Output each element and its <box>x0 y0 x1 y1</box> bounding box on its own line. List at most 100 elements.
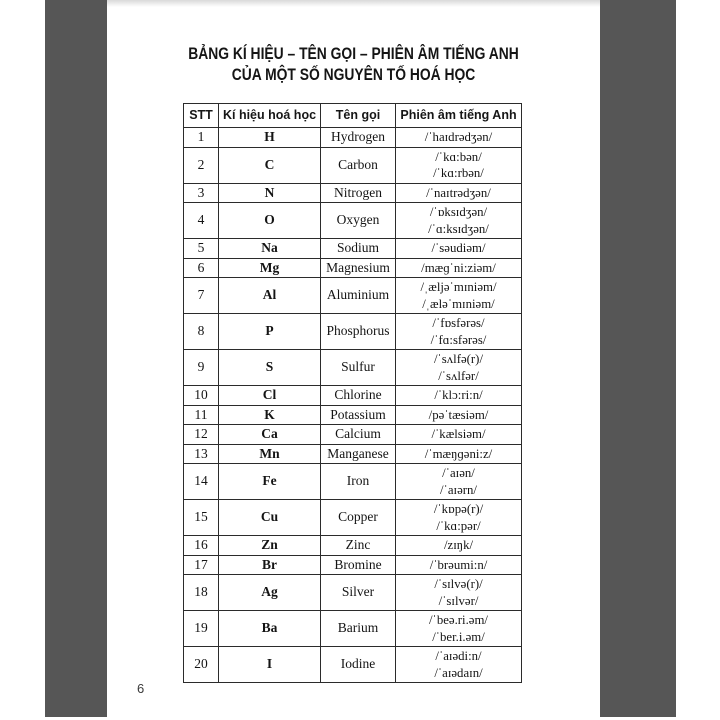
cell-name: Sodium <box>320 238 396 259</box>
cell-symbol: Al <box>218 277 321 314</box>
table-row: 20 I Iodine/ˈaɪədi:n/ /ˈaɪədaɪn/ <box>183 646 522 683</box>
ipa-variant: /ˈsɪlvə(r)/ <box>434 577 483 591</box>
table-row: 17 Br Bromine/ˈbrəumi:n/ <box>183 554 522 575</box>
ipa-variant: /ˈsʌlfər/ <box>438 368 479 383</box>
cell-ipa: /ˈkælsiəm/ <box>395 424 522 445</box>
cell-symbol: S <box>218 349 321 386</box>
cell-stt: 5 <box>183 238 219 259</box>
cell-ipa: /ˈɒksɪdʒən/ /ˈɑ:ksɪdʒən/ <box>395 202 522 239</box>
table-row: 1 H Hydrogen/ˈhaɪdrədʒən/ <box>183 127 522 148</box>
cell-ipa: /ˈfɒsfərəs/ /ˈfɑ:sfərəs/ <box>395 313 522 350</box>
cell-symbol: N <box>218 182 321 203</box>
table-row: 2 C Carbon/ˈkɑ:bən/ /ˈkɑ:rbən/ <box>183 146 522 184</box>
ipa-variant: /ˈɒksɪdʒən/ <box>429 205 488 219</box>
cell-name: Bromine <box>320 554 396 575</box>
ipa-variant: /ˌæləˈmɪniəm/ <box>422 296 495 311</box>
ipa-variant: /ˈkɑ:bən/ <box>435 149 482 164</box>
cell-stt: 14 <box>183 463 219 500</box>
cell-name: Hydrogen <box>320 127 396 148</box>
ipa-variant: /ˈsʌlfə(r)/ <box>433 352 484 366</box>
cell-stt: 13 <box>183 443 219 464</box>
ipa-variant: /ˈhaɪdrədʒən/ <box>424 130 493 144</box>
cell-name: Iron <box>320 463 396 500</box>
cell-symbol: I <box>218 646 321 683</box>
cell-name: Iodine <box>320 646 396 683</box>
elements-table-body: 1 H Hydrogen/ˈhaɪdrədʒən/2 C Carbon/ˈkɑ:bən/… <box>183 127 522 683</box>
ipa-variant: /ˈfɒsfərəs/ <box>432 316 485 330</box>
cell-stt: 18 <box>183 574 219 611</box>
cell-ipa: /ˈaɪən/ /ˈaɪərn/ <box>395 463 522 500</box>
cell-symbol: Ag <box>218 574 321 611</box>
cell-symbol: P <box>218 313 321 350</box>
cell-name: Oxygen <box>320 202 396 239</box>
table-row: 11 K Potassium/pəˈtæsiəm/ <box>183 404 522 425</box>
table-row: 6 Mg Magnesium/mæɡˈni:ziəm/ <box>183 257 522 278</box>
cell-symbol: Mn <box>218 443 321 464</box>
cell-stt: 4 <box>183 202 219 239</box>
cell-stt: 12 <box>183 424 219 445</box>
cell-ipa: /ˈsɪlvə(r)/ /ˈsɪlvər/ <box>395 574 522 611</box>
cell-name: Nitrogen <box>320 182 396 203</box>
table-row: 16 Zn Zinc/zɪŋk/ <box>183 535 522 556</box>
backdrop-right <box>600 0 676 717</box>
cell-ipa: /mæɡˈni:ziəm/ <box>395 257 522 278</box>
cell-ipa: /ˈmæŋɡəni:z/ <box>395 443 522 464</box>
ipa-variant: /ˈmæŋɡəni:z/ <box>424 446 493 461</box>
table-row: 8 P Phosphorus/ˈfɒsfərəs/ /ˈfɑ:sfərəs/ <box>183 313 522 350</box>
col-header-symbol: Kí hiệu hoá học <box>218 103 321 128</box>
ipa-variant: /zɪŋk/ <box>443 538 474 552</box>
cell-stt: 3 <box>183 182 219 203</box>
table-row: 4 O Oxygen/ˈɒksɪdʒən/ /ˈɑ:ksɪdʒən/ <box>183 202 522 239</box>
cell-name: Chlorine <box>320 385 396 406</box>
cell-ipa: /ˈsʌlfə(r)/ /ˈsʌlfər/ <box>395 349 522 386</box>
cell-name: Carbon <box>320 146 396 184</box>
cell-ipa: /pəˈtæsiəm/ <box>395 404 522 425</box>
cell-name: Phosphorus <box>320 313 396 350</box>
cell-symbol: Zn <box>218 535 321 556</box>
elements-table: STT Kí hiệu hoá học Tên gọi Phiên âm tiế… <box>183 103 522 683</box>
page-title: BẢNG KÍ HIỆU – TÊN GỌI – PHIÊN ÂM TIẾNG … <box>146 44 560 86</box>
cell-ipa: /ˌæljəˈmɪniəm/ /ˌæləˈmɪniəm/ <box>395 277 522 314</box>
cell-symbol: Cl <box>218 385 321 406</box>
table-row: 19 Ba Barium/ˈbeə.ri.əm/ /ˈber.i.əm/ <box>183 610 522 647</box>
ipa-variant: /ˈɑ:ksɪdʒən/ <box>428 221 489 236</box>
cell-name: Barium <box>320 610 396 647</box>
ipa-variant: /ˈaɪədi:n/ <box>435 649 482 663</box>
table-row: 15 Cu Copper/ˈkɒpə(r)/ /ˈkɑ:pər/ <box>183 499 522 536</box>
ipa-variant: /ˈber.i.əm/ <box>432 629 485 644</box>
cell-name: Sulfur <box>320 349 396 386</box>
cell-symbol: H <box>218 127 321 148</box>
page-edge-shadow <box>107 0 600 7</box>
cell-ipa: /ˈsəudiəm/ <box>395 238 522 259</box>
table-row: 13 Mn Manganese/ˈmæŋɡəni:z/ <box>183 443 522 464</box>
table-row: 10 Cl Chlorine/ˈklɔ:ri:n/ <box>183 385 522 406</box>
ipa-variant: /ˈkɒpə(r)/ <box>433 502 484 516</box>
cell-stt: 11 <box>183 404 219 425</box>
cell-name: Aluminium <box>320 277 396 314</box>
ipa-variant: /mæɡˈni:ziəm/ <box>421 260 496 275</box>
cell-stt: 17 <box>183 554 219 575</box>
table-row: 3 N Nitrogen/ˈnaɪtrədʒən/ <box>183 182 522 203</box>
cell-ipa: /ˈaɪədi:n/ /ˈaɪədaɪn/ <box>395 646 522 683</box>
cell-stt: 2 <box>183 146 219 184</box>
cell-symbol: Ba <box>218 610 321 647</box>
ipa-variant: /ˈkælsiəm/ <box>431 427 486 441</box>
ipa-variant: /ˈkɑ:rbən/ <box>433 166 484 180</box>
ipa-variant: /pəˈtæsiəm/ <box>428 407 489 422</box>
cell-ipa: /zɪŋk/ <box>395 535 522 556</box>
table-row: 18 Ag Silver/ˈsɪlvə(r)/ /ˈsɪlvər/ <box>183 574 522 611</box>
cell-name: Zinc <box>320 535 396 556</box>
ipa-variant: /ˈnaɪtrədʒən/ <box>426 185 491 200</box>
ipa-variant: /ˈklɔ:ri:n/ <box>434 388 483 402</box>
cell-ipa: /ˈkɑ:bən/ /ˈkɑ:rbən/ <box>395 146 522 184</box>
cell-name: Manganese <box>320 443 396 464</box>
cell-symbol: Cu <box>218 499 321 536</box>
cell-symbol: C <box>218 146 321 184</box>
cell-stt: 6 <box>183 257 219 278</box>
ipa-variant: /ˈfɑ:sfərəs/ <box>430 332 487 347</box>
book-page: BẢNG KÍ HIỆU – TÊN GỌI – PHIÊN ÂM TIẾNG … <box>107 0 600 720</box>
col-header-ipa: Phiên âm tiếng Anh <box>395 103 522 128</box>
cell-stt: 8 <box>183 313 219 350</box>
cell-ipa: /ˈbrəumi:n/ <box>395 554 522 575</box>
ipa-variant: /ˈbrəumi:n/ <box>429 557 488 572</box>
